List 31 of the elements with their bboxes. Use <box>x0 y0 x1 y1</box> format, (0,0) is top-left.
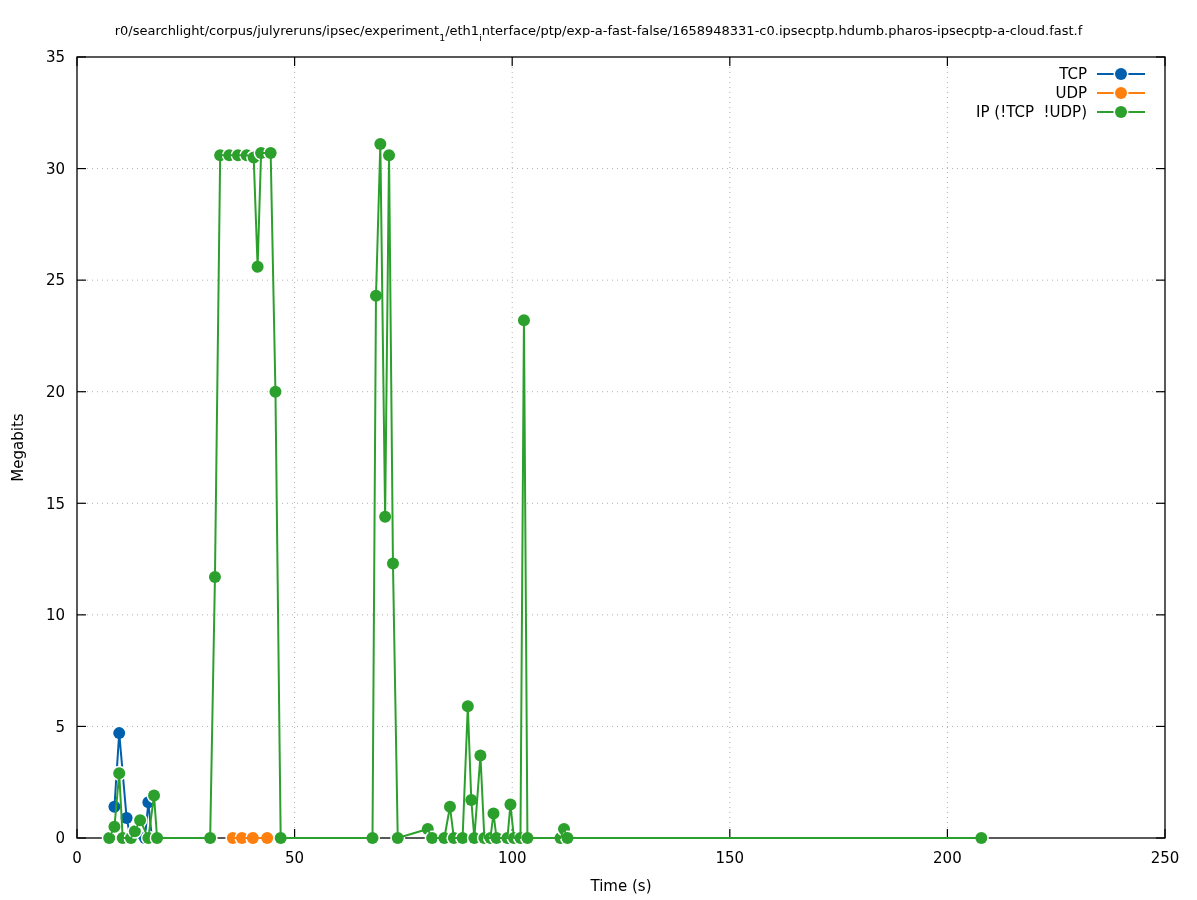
point <box>372 136 388 152</box>
x-tick-label: 200 <box>933 849 962 868</box>
y-axis-title: Megabits <box>9 413 28 482</box>
y-tick-label: 10 <box>45 606 65 625</box>
point <box>973 830 989 846</box>
point <box>472 747 488 763</box>
chart-title: r0/searchlight/corpus/julyreruns/ipsec/experiment$_{1}$/eth1$_{i}$nterface/ptp/exp-a-fast-false/1658948331-c0.ipsecptp.hdumb.pharos-ipsecptp-a-cloud.fast.f <box>114 22 1083 43</box>
point <box>460 698 476 714</box>
x-tick-label: 250 <box>1150 849 1180 868</box>
point <box>516 312 532 328</box>
y-tick-label: 20 <box>45 382 65 401</box>
legend-label: IP (!TCP !UDP) <box>976 103 1087 122</box>
x-tick-label: 0 <box>72 849 82 868</box>
point <box>485 805 501 821</box>
y-tick-label: 35 <box>45 48 65 67</box>
point <box>502 797 518 813</box>
point <box>111 725 127 741</box>
y-tick-label: 25 <box>45 271 65 290</box>
y-tick-label: 30 <box>45 159 65 178</box>
point <box>250 259 266 275</box>
x-tick-label: 100 <box>497 849 527 868</box>
x-tick-label: 50 <box>285 849 305 868</box>
legend-label: UDP <box>1055 84 1087 103</box>
y-tick-label: 5 <box>55 717 65 736</box>
x-axis-title: Time (s) <box>589 877 652 896</box>
point <box>111 765 127 781</box>
legend-label: TCP <box>1058 65 1087 84</box>
y-tick-label: 15 <box>45 494 65 513</box>
x-tick-label: 150 <box>715 849 745 868</box>
point <box>381 147 397 163</box>
y-tick-label: 0 <box>55 829 65 848</box>
